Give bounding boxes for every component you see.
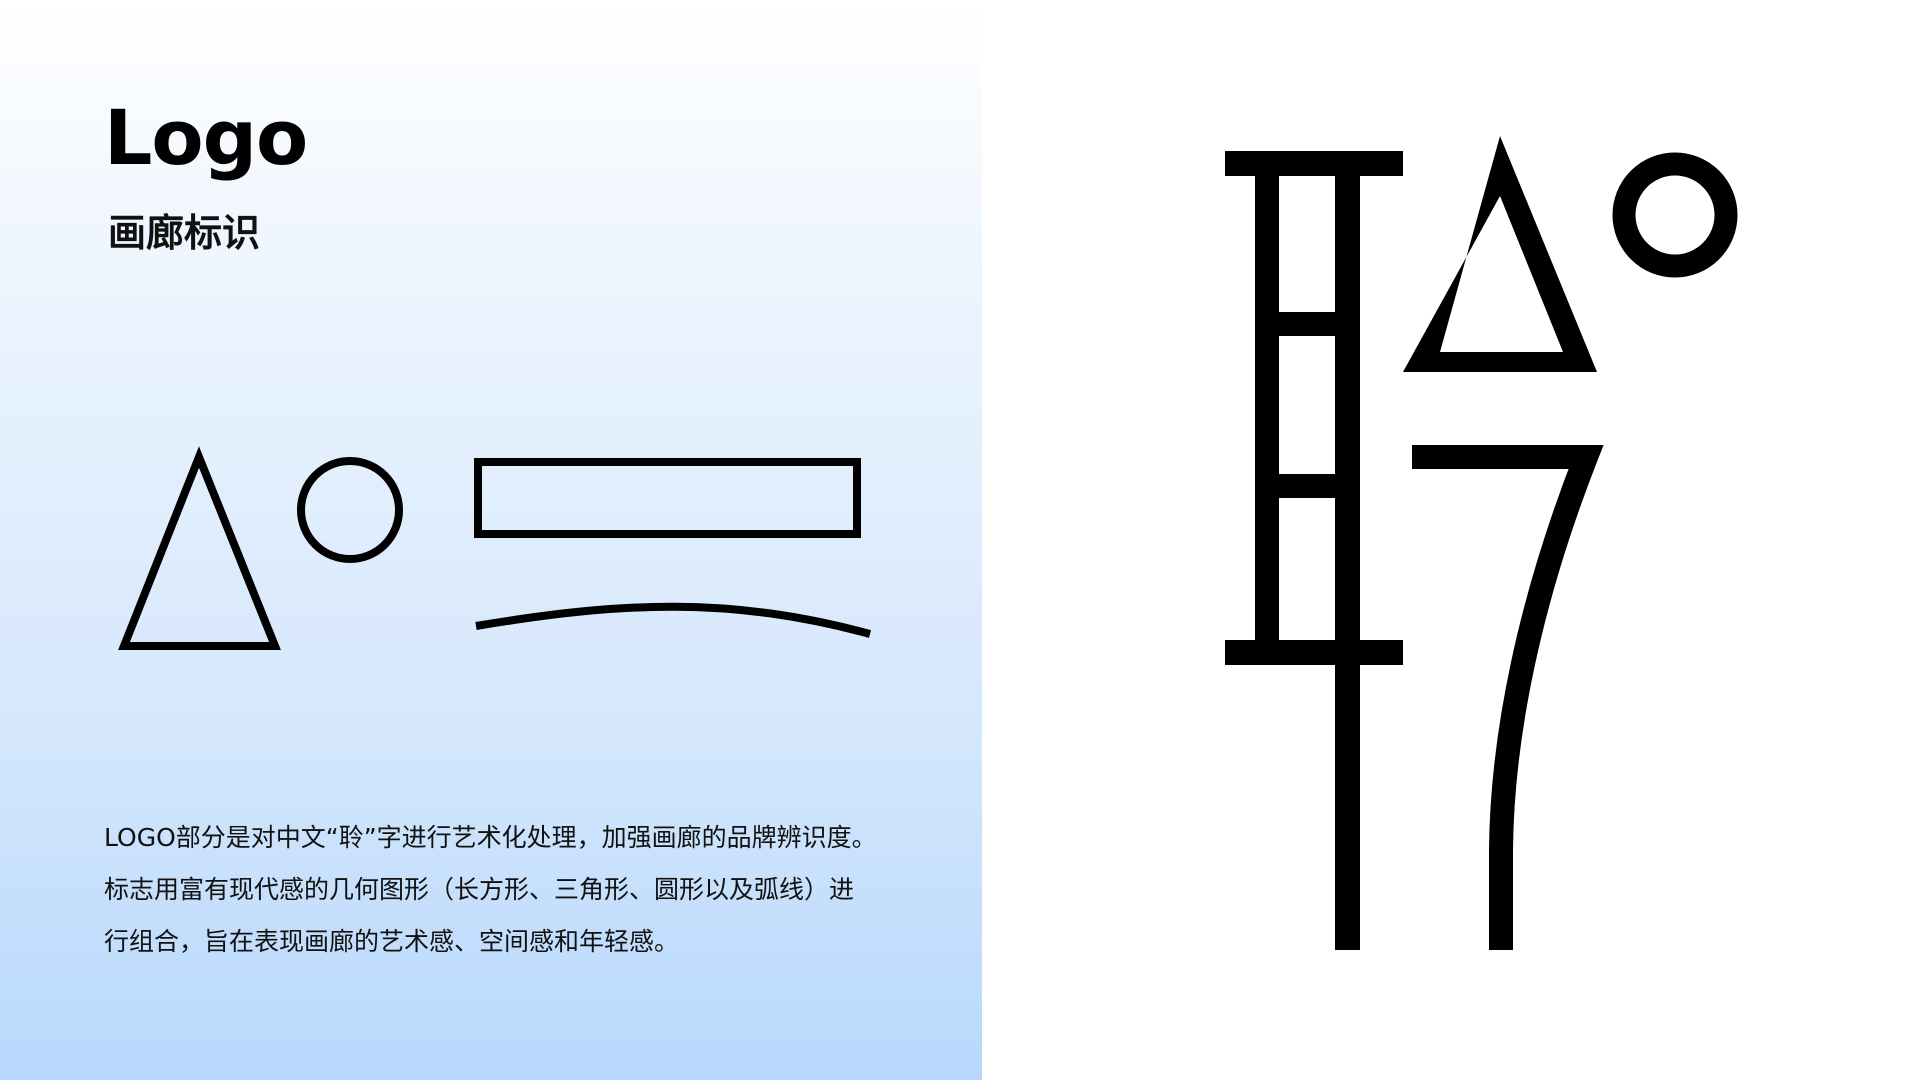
ear-top-bar [1225,151,1403,176]
ear-bottom-bar [1225,640,1403,665]
ear-rung-2 [1279,474,1335,498]
ling-logo-mark [1225,136,1738,950]
description-line: 标志用富有现代感的几何图形（长方形、三角形、圆形以及弧线）进 [104,875,855,904]
logo-stroke-icon [1412,445,1604,950]
circle-icon [297,457,403,563]
ear-radical [1225,151,1403,950]
right-panel [982,0,1920,1080]
page-title: Logo [104,93,308,182]
arc-icon [475,602,872,638]
triangle-icon [118,446,281,650]
geometric-shapes [118,446,872,650]
ear-left-post [1255,176,1279,640]
description-line: LOGO部分是对中文“聆”字进行艺术化处理，加强画廊的品牌辨识度。 [104,823,877,852]
rectangle-icon [474,458,861,538]
description-line: 行组合，旨在表现画廊的艺术感、空间感和年轻感。 [104,927,680,956]
ear-rung-1 [1279,312,1335,336]
description: LOGO部分是对中文“聆”字进行艺术化处理，加强画廊的品牌辨识度。 标志用富有现… [104,812,944,968]
logo-triangle-icon [1403,136,1597,372]
page-subtitle: 画廊标识 [108,211,261,255]
logo-circle-icon [1612,152,1738,278]
left-panel: Logo 画廊标识 LOGO部分是对中文“聆”字进行艺术化处理，加强画廊的品牌辨… [0,0,982,1080]
ear-right-post [1335,176,1360,950]
